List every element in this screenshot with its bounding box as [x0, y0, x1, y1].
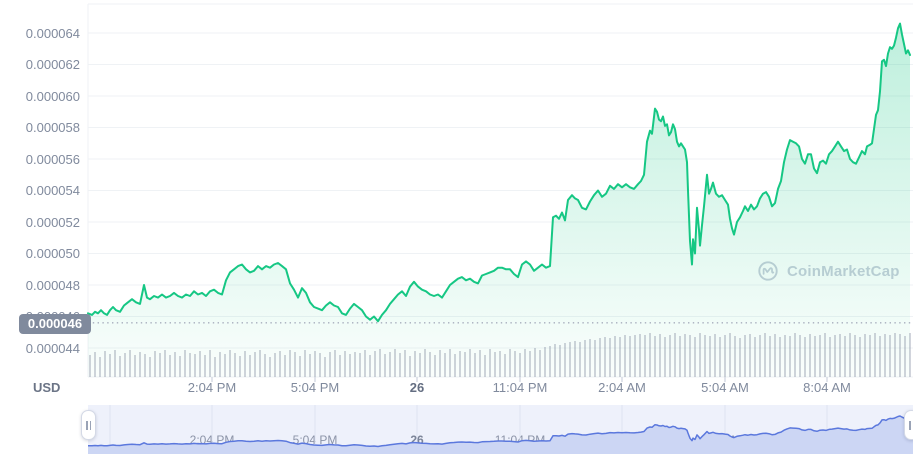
x-axis-tick-label: 2:04 PM [187, 380, 237, 395]
y-axis-tick-label: 0.000056 [25, 151, 80, 167]
y-axis-tick-label: 0.000050 [25, 246, 80, 261]
x-axis-tick-label: 5:04 AM [701, 380, 749, 395]
navigator-chart[interactable] [88, 405, 913, 454]
reference-price-badge: 0.000046 [19, 314, 91, 334]
currency-label: USD [33, 380, 61, 395]
main-price-chart[interactable] [0, 0, 913, 400]
y-axis-tick-label: 0.000048 [25, 277, 80, 293]
y-axis-tick-label: 0.000062 [25, 57, 80, 72]
navigator-right-handle[interactable] [904, 410, 913, 440]
y-axis-tick-label: 0.000058 [25, 120, 80, 135]
x-axis-tick-label: 8:04 AM [803, 380, 851, 395]
x-axis-tick-label: 11:04 PM [492, 380, 548, 395]
y-axis-tick-label: 0.000054 [25, 183, 80, 198]
y-axis-tick-label: 0.000052 [25, 214, 80, 230]
y-axis-tick-label: 0.000064 [25, 25, 80, 41]
x-axis-tick-label: 2:04 AM [598, 380, 646, 395]
x-axis-tick-label: 5:04 PM [290, 380, 340, 395]
y-axis-tick-label: 0.000060 [25, 88, 80, 104]
navigator-left-handle[interactable] [81, 410, 96, 440]
y-axis-tick-label: 0.000044 [25, 340, 80, 356]
x-axis-tick-label: 26 [409, 380, 425, 395]
